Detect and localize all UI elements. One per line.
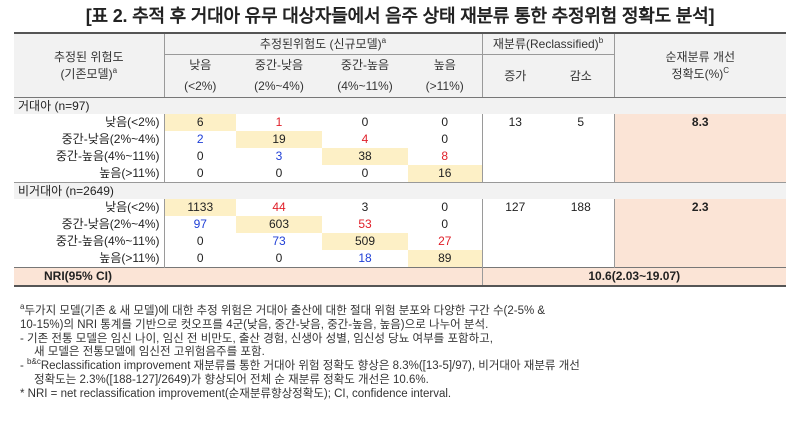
table-row: 중간-낮음(2%~4%) 97 603 53 0 [14,216,787,233]
cell: 0 [361,115,369,129]
cat-range: (>11%) [408,75,483,98]
cell: 38 [322,148,408,165]
cell: 509 [322,233,408,250]
cat-name: 높음 [408,54,483,75]
cell: 0 [408,131,483,148]
cell: 0 [275,166,283,180]
group-label-net [614,182,787,199]
nri-value: 2.3 [614,199,787,216]
reclassified-head: 재분류(Reclassified)b [482,32,615,55]
cell: 8 [408,148,483,165]
row-label: 높음(>11%) [14,165,165,183]
cell: 0 [361,166,369,180]
cell: 3 [361,200,369,214]
cell: 1 [275,115,283,129]
row-label: 중간-높음(4%~11%) [14,148,165,165]
cell: 3 [275,149,283,163]
group-label: 비거대아 (n=2649) [14,182,615,199]
decrease-value: 188 [548,199,615,216]
footnote-line: 10-15%)의 NRI 통계를 기반으로 컷오프를 4군(낮음, 중간-낮음,… [20,318,489,331]
nri-label: NRI(95% CI) [14,267,483,287]
reclassification-table: 추정된 위험도 (기존모델)a 추정된위험도 (신규모델)a 재분류(Recla… [14,32,787,287]
cat-range: (4%~11%) [322,75,408,98]
cell: 0 [196,166,204,180]
increase-head: 증가 [482,54,548,98]
footnote-line: 새 모델은 전통모델에 임신전 고위험음주를 포함. [34,346,265,359]
net-head-line2: 정확도(%)C [671,65,730,81]
cell: 19 [236,131,322,148]
cell: 0 [275,251,283,265]
decrease-head: 감소 [548,54,615,98]
table-row: 높음(>11%) 0 0 0 16 [14,165,787,183]
table-row: 중간-높음(4%~11%) 0 3 38 8 [14,148,787,165]
cell: 0 [196,149,204,163]
cell: 97 [193,217,207,231]
cell: 0 [196,251,204,265]
cat-range: (2%~4%) [236,75,322,98]
row-label: 낮음(<2%) [14,199,165,216]
group-label-net [614,97,787,114]
cell: 0 [408,114,483,131]
nri-total: 10.6(2.03~19.07) [482,267,787,287]
row-head: 추정된 위험도 (기존모델)a [14,32,165,98]
cell: 89 [408,250,483,268]
cell: 16 [408,165,483,183]
decrease-value: 5 [548,114,615,131]
table-row: 중간-높음(4%~11%) 0 73 509 27 [14,233,787,250]
cell: 44 [272,200,286,214]
cell: 1133 [164,199,236,216]
cell: 6 [164,114,236,131]
row-label: 높음(>11%) [14,250,165,268]
table-row: 중간-낮음(2%~4%) 2 19 4 0 [14,131,787,148]
increase-value: 13 [508,115,522,129]
group-label: 거대아 (n=97) [14,97,615,114]
nri-summary-row: NRI(95% CI) 10.6(2.03~19.07) [14,267,787,287]
cat-range: (<2%) [164,75,236,98]
footnote-line: - 기존 전통 모델은 임신 나이, 임신 전 비만도, 출산 경험, 신생아 … [20,332,493,345]
new-model-head: 추정된위험도 (신규모델)a [164,32,483,55]
cell: 603 [236,216,322,233]
row-head-line2: (기존모델)a [60,65,118,81]
cat-name: 중간-낮음 [236,54,322,75]
increase-value: 127 [505,200,526,214]
cell: 73 [272,234,286,248]
footnotes: a두가지 모델(기존 & 새 모델)에 대한 추정 위험은 거대아 출산에 대한… [20,302,790,402]
cat-name: 중간-높음 [322,54,408,75]
footnote-line: a두가지 모델(기존 & 새 모델)에 대한 추정 위험은 거대아 출산에 대한… [20,302,546,317]
table-row: 높음(>11%) 0 0 18 89 [14,250,787,268]
row-head-line1: 추정된 위험도 [53,49,124,64]
row-label: 낮음(<2%) [14,114,165,131]
footnote-line: * NRI = net reclassification improvement… [20,387,452,400]
cell: 2 [196,132,204,146]
footnote-line: 정확도는 2.3%([188-127]/2649)가 향상되어 전체 순 재분류… [34,373,429,386]
cell: 0 [196,234,204,248]
net-head-line1: 순재분류 개선 [665,49,736,64]
row-label: 중간-낮음(2%~4%) [14,216,165,233]
cell: 0 [408,216,483,233]
row-label: 중간-낮음(2%~4%) [14,131,165,148]
cell: 0 [408,199,483,216]
table-row: 낮음(<2%) 6 1 0 0 13 5 8.3 [14,114,787,131]
net-head: 순재분류 개선 정확도(%)C [614,32,787,98]
cell: 4 [361,132,369,146]
nri-value: 8.3 [614,114,787,131]
cell: 53 [358,217,372,231]
cat-name: 낮음 [164,54,236,75]
footnote-line: - b&cReclassification improvement 재분류를 통… [20,357,580,373]
row-label: 중간-높음(4%~11%) [14,233,165,250]
table-title: [표 2. 추적 후 거대아 유무 대상자들에서 음주 상태 재분류 통한 추정… [85,6,715,26]
cell: 27 [408,233,483,250]
table-row: 낮음(<2%) 1133 44 3 0 127 188 2.3 [14,199,787,216]
cell: 18 [358,251,372,265]
